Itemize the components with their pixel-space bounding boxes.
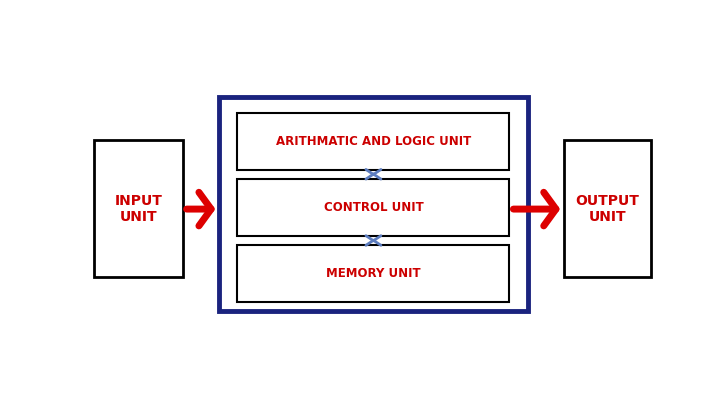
Bar (237, 245, 510, 302)
Bar (94, 140, 182, 278)
Bar (237, 179, 510, 236)
Text: ARITHMATIC AND LOGIC UNIT: ARITHMATIC AND LOGIC UNIT (276, 135, 471, 148)
Text: MEMORY UNIT: MEMORY UNIT (326, 267, 421, 280)
Text: CONTROL UNIT: CONTROL UNIT (324, 201, 423, 214)
Text: INPUT
UNIT: INPUT UNIT (114, 194, 162, 224)
Bar (564, 140, 651, 278)
Bar (220, 97, 528, 311)
Text: OUTPUT
UNIT: OUTPUT UNIT (576, 194, 640, 224)
Bar (237, 113, 510, 170)
